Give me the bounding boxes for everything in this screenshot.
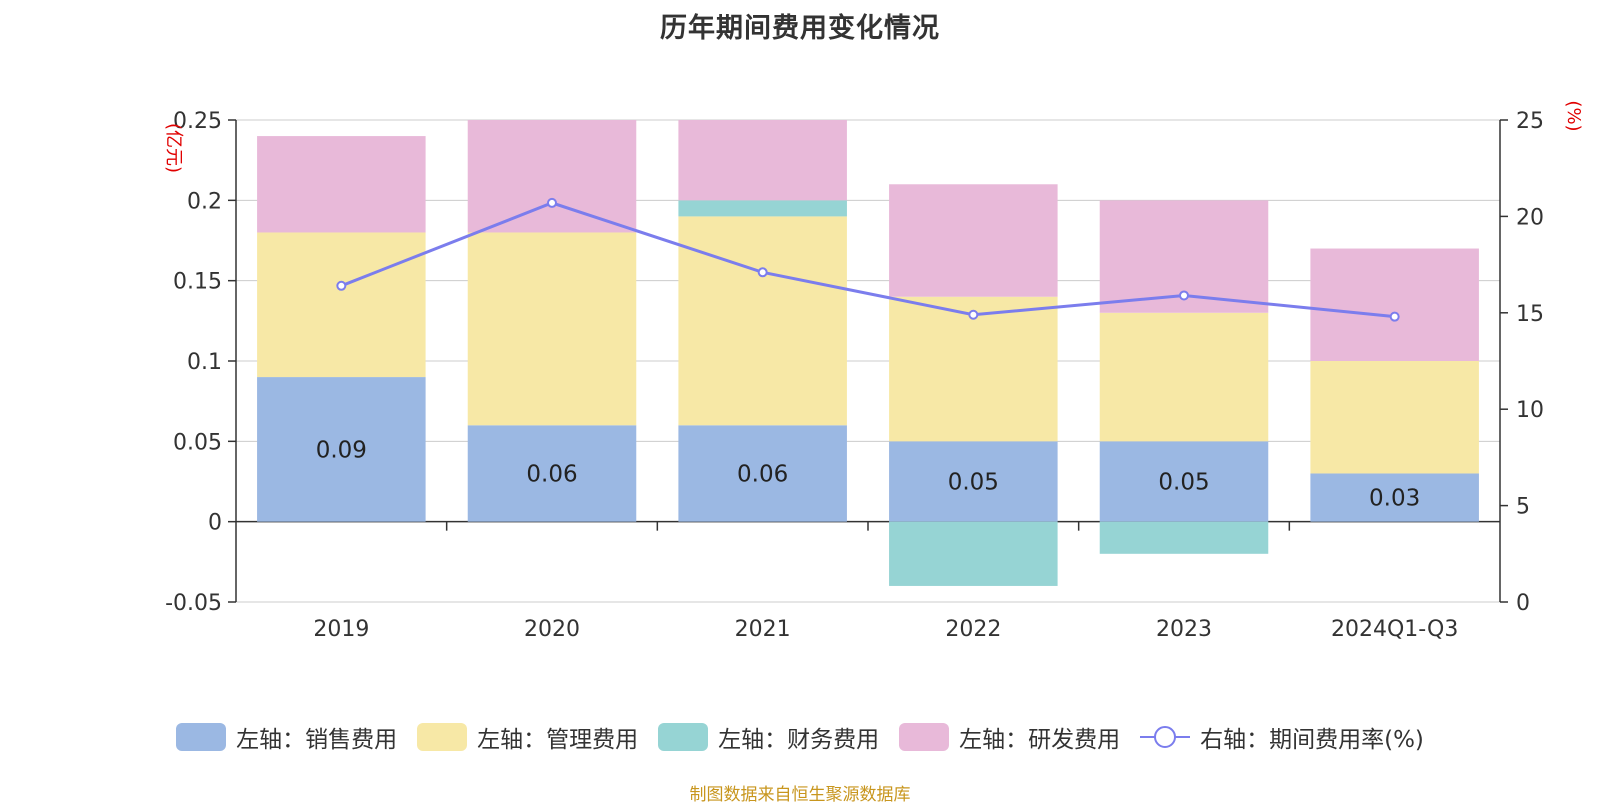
bar-segment — [889, 296, 1058, 442]
legend-swatch — [899, 723, 950, 751]
legend-item[interactable]: 左轴：销售费用 — [176, 720, 397, 754]
bar-data-label: 0.05 — [1158, 470, 1209, 496]
bar-data-label: 0.06 — [526, 461, 577, 487]
left-tick-label: -0.05 — [165, 591, 222, 616]
bar-segment — [889, 184, 1058, 297]
bar-data-label: 0.05 — [948, 470, 999, 496]
legend-item[interactable]: 左轴：管理费用 — [417, 720, 638, 754]
legend-item[interactable]: 右轴：期间费用率(%) — [1140, 720, 1424, 754]
x-tick-label: 2024Q1-Q3 — [1331, 617, 1458, 642]
rate-point — [1179, 290, 1189, 301]
legend-label: 左轴：管理费用 — [477, 727, 639, 753]
bar-segment — [467, 425, 637, 522]
right-tick-label: 15 — [1516, 302, 1544, 327]
bar-segment — [1310, 361, 1479, 474]
left-tick-label: 0.2 — [187, 189, 222, 214]
left-tick-label: 0.25 — [173, 109, 222, 134]
bar-segment — [257, 136, 426, 233]
right-tick-label: 25 — [1516, 109, 1544, 134]
bar-data-label: 0.09 — [316, 437, 367, 463]
x-tick-label: 2020 — [524, 617, 580, 642]
legend: 左轴：销售费用 左轴：管理费用 左轴：财务费用 左轴：研发费用 右轴：期间费用率(%) — [0, 720, 1600, 754]
legend-item[interactable]: 左轴：研发费用 — [899, 720, 1120, 754]
left-tick-label: 0.1 — [187, 350, 222, 375]
x-tick-label: 2023 — [1156, 617, 1212, 642]
legend-line-marker — [1140, 723, 1191, 751]
bar-segment — [1310, 248, 1479, 361]
left-tick-label: 0.15 — [173, 270, 222, 295]
legend-swatch — [658, 723, 709, 751]
right-axis-unit: (%) — [1563, 100, 1584, 131]
chart-title: 历年期间费用变化情况 — [660, 13, 940, 44]
rate-point — [336, 280, 347, 291]
left-tick-label: 0 — [208, 511, 222, 536]
right-tick-label: 5 — [1516, 495, 1530, 520]
legend-label: 左轴：研发费用 — [959, 727, 1121, 753]
rate-point — [547, 197, 557, 208]
left-tick-label: 0.05 — [173, 430, 222, 455]
bar-segment — [1310, 473, 1479, 522]
legend-swatch — [417, 723, 468, 751]
bar-segment — [678, 425, 847, 522]
bar-segment — [1099, 521, 1269, 554]
bar-segment — [467, 120, 637, 233]
left-axis-unit: (亿元) — [163, 123, 184, 173]
right-tick-label: 20 — [1516, 205, 1544, 230]
bar-segment — [889, 441, 1058, 522]
bar-segment — [257, 232, 426, 378]
rate-point — [968, 309, 979, 320]
x-tick-label: 2021 — [735, 617, 791, 642]
legend-label: 左轴：销售费用 — [236, 727, 398, 753]
rate-point — [757, 267, 768, 278]
bar-segment — [1099, 441, 1269, 522]
right-tick-label: 0 — [1516, 591, 1530, 616]
x-tick-label: 2019 — [313, 617, 369, 642]
bar-data-label: 0.03 — [1369, 486, 1420, 512]
source-note: 制图数据来自恒生聚源数据库 — [689, 785, 911, 805]
bar-segment — [678, 120, 847, 201]
rate-point — [1389, 311, 1400, 322]
bar-segment — [678, 200, 847, 217]
legend-item[interactable]: 左轴：财务费用 — [658, 720, 879, 754]
rate-line — [340, 201, 1395, 319]
bar-segment — [678, 216, 847, 426]
bar-data-label: 0.06 — [737, 461, 788, 487]
bar-segment — [889, 521, 1058, 586]
x-tick-label: 2022 — [945, 617, 1001, 642]
legend-label: 左轴：财务费用 — [718, 727, 880, 753]
right-tick-label: 10 — [1516, 398, 1544, 423]
bar-segment — [1099, 312, 1269, 442]
legend-label: 右轴：期间费用率(%) — [1200, 727, 1424, 753]
legend-swatch — [176, 723, 227, 751]
bar-segment — [467, 232, 637, 426]
bar-segment — [257, 377, 426, 522]
